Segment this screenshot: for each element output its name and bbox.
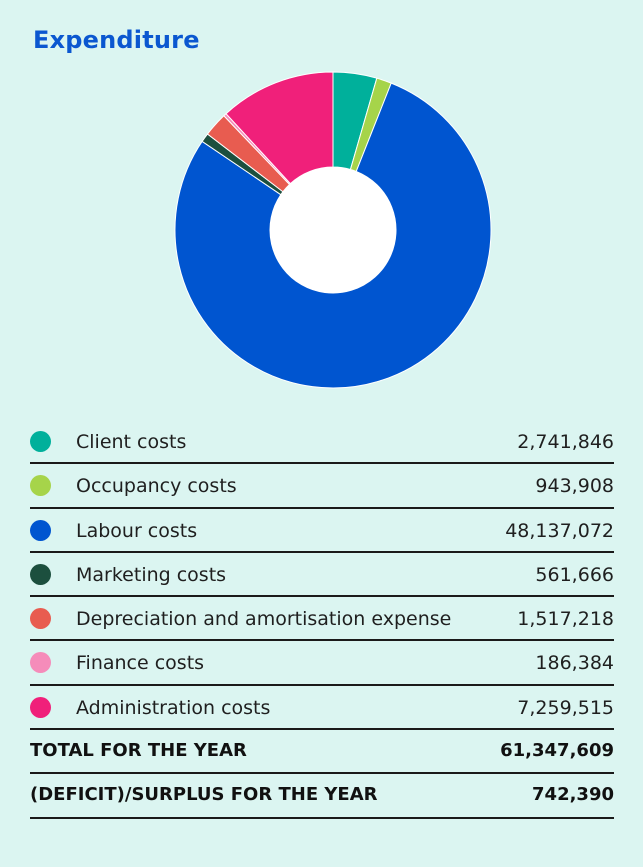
legend-label: Depreciation and amortisation expense <box>76 608 452 631</box>
depreciation-swatch <box>30 608 51 630</box>
total-label: TOTAL FOR THE YEAR <box>30 740 247 762</box>
surplus-row: (DEFICIT)/SURPLUS FOR THE YEAR 742,390 <box>30 774 614 819</box>
legend-value: 561,666 <box>535 563 614 586</box>
legend-label: Occupancy costs <box>76 475 237 498</box>
donut-hole <box>270 167 396 293</box>
legend-label: Client costs <box>76 431 187 453</box>
legend-table: Client costs 2,741,846 Occupancy costs 9… <box>30 420 614 819</box>
legend-value: 2,741,846 <box>517 431 614 453</box>
legend-row-labour-costs: Labour costs 48,137,072 <box>30 509 614 553</box>
donut-chart <box>174 71 492 389</box>
occupancy-costs-swatch <box>30 475 51 497</box>
finance-costs-swatch <box>30 652 51 674</box>
legend-value: 7,259,515 <box>517 696 614 719</box>
surplus-value: 742,390 <box>532 784 614 806</box>
administration-costs-swatch <box>30 696 51 718</box>
legend-row-client-costs: Client costs 2,741,846 <box>30 420 614 465</box>
legend-row-finance-costs: Finance costs 186,384 <box>30 641 614 686</box>
legend-row-administration-costs: Administration costs 7,259,515 <box>30 686 614 731</box>
legend-value: 943,908 <box>535 475 614 498</box>
marketing-costs-swatch <box>30 563 51 585</box>
legend-label: Administration costs <box>76 696 271 719</box>
legend-label: Marketing costs <box>76 563 227 586</box>
legend-label: Labour costs <box>76 519 198 542</box>
legend-value: 48,137,072 <box>505 519 614 542</box>
client-costs-swatch <box>30 431 51 452</box>
legend-label: Finance costs <box>76 652 205 675</box>
page-title: Expenditure <box>33 26 200 54</box>
total-row: TOTAL FOR THE YEAR 61,347,609 <box>30 730 614 775</box>
legend-value: 186,384 <box>535 652 614 675</box>
labour-costs-swatch <box>30 519 51 541</box>
total-value: 61,347,609 <box>500 740 614 762</box>
legend-value: 1,517,218 <box>517 608 614 631</box>
surplus-label: (DEFICIT)/SURPLUS FOR THE YEAR <box>30 784 378 806</box>
legend-row-occupancy-costs: Occupancy costs 943,908 <box>30 464 614 509</box>
legend-row-marketing-costs: Marketing costs 561,666 <box>30 553 614 598</box>
legend-row-depreciation: Depreciation and amortisation expense 1,… <box>30 597 614 642</box>
